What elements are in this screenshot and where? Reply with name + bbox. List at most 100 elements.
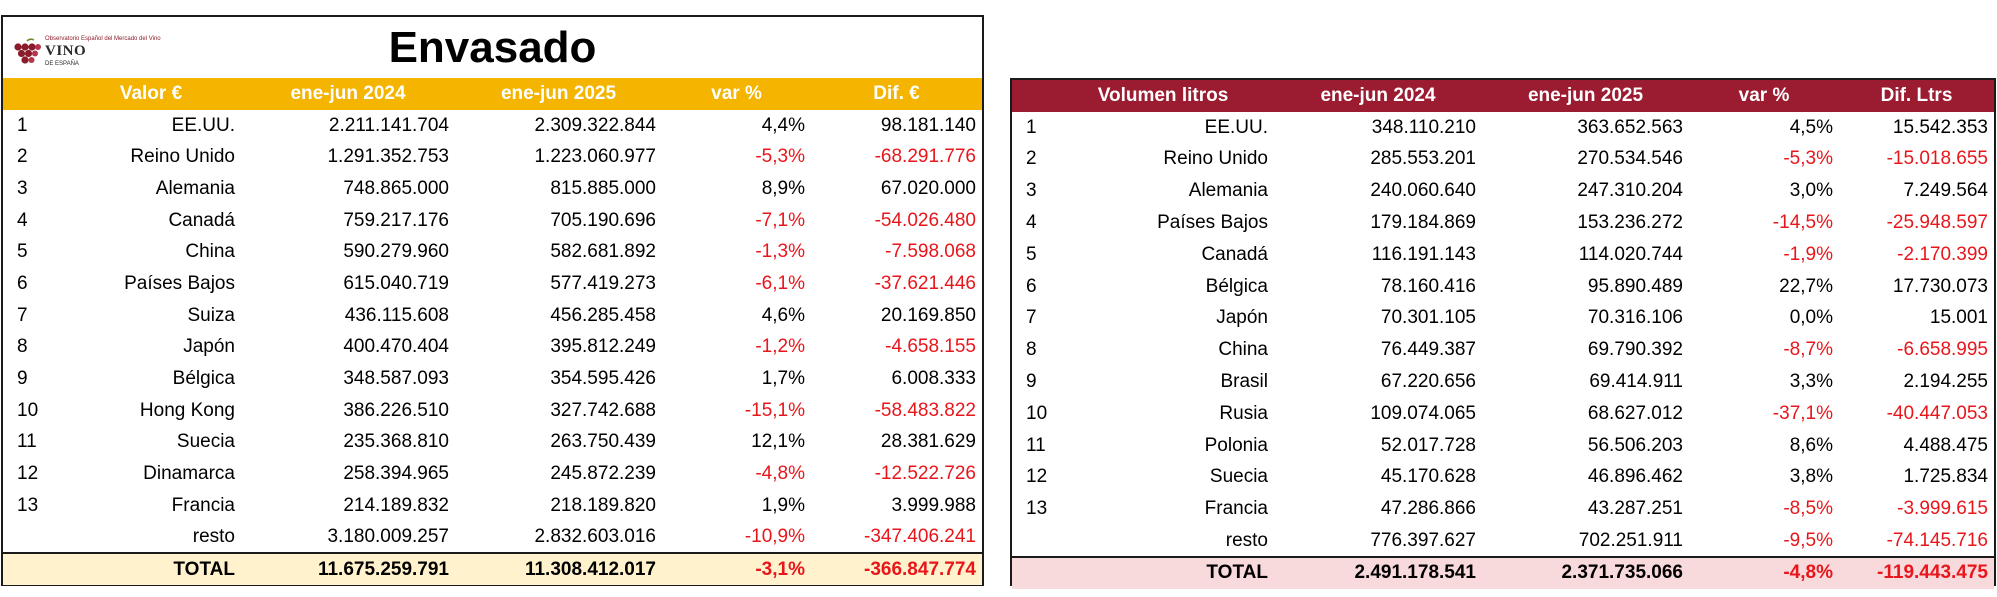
volumen-cell-var-pct: -8,5% [1783,498,1833,520]
valor-cell-country: Francia [171,494,235,516]
valor-total-2025: 11.308.412.017 [455,552,662,585]
volumen-cell-var-pct: -5,3% [1783,148,1833,170]
valor-header-2024: ene-jun 2024 [290,82,406,104]
valor-cell-var-pct: -10,9% [744,525,805,547]
volumen-cell-var-pct: 3,3% [1789,371,1833,393]
table-row: 3 Alemania 240.060.640 247.310.204 3,0% 7.249… [1012,175,1994,207]
valor-cell-var-pct: -4,8% [755,463,805,485]
valor-cell-var-pct: -5,3% [755,146,805,168]
table-row: 8 China 76.449.387 69.790.392 -8,7% -6.658.99… [1012,334,1994,366]
valor-cell-rank: 1 [17,114,28,136]
valor-cell-country: China [185,241,235,263]
valor-cell-value-2024: 748.865.000 [343,177,449,199]
valor-cell-value-2024: 1.291.352.753 [327,146,449,168]
volumen-cell-value-2025: 270.534.546 [1577,148,1683,170]
table-row: 11 Suecia 235.368.810 263.750.439 12,1% 28.38… [3,427,982,459]
table-row: 9 Bélgica 348.587.093 354.595.426 1,7% 6.008.… [3,363,982,395]
volumen-cell-var-pct: -1,9% [1783,243,1833,265]
volumen-cell-country: Rusia [1219,402,1268,424]
valor-cell-rank: 6 [17,272,28,294]
volumen-cell-rank: 5 [1026,243,1037,265]
valor-cell-difference: -37.621.446 [874,272,976,294]
valor-header-2025: ene-jun 2025 [500,82,617,104]
valor-cell-rank: 13 [17,494,39,516]
valor-cell-value-2024: 348.587.093 [343,368,449,390]
valor-cell-var-pct: 4,4% [761,114,805,136]
table-row: 12 Dinamarca 258.394.965 245.872.239 -4,8% -1… [3,458,982,490]
volumen-cell-var-pct: 8,6% [1789,434,1833,456]
volumen-cell-value-2025: 43.287.251 [1587,498,1683,520]
volumen-cell-difference: -25.948.597 [1886,212,1988,234]
valor-cell-value-2025: 2.309.322.844 [534,114,656,136]
table-row: resto 3.180.009.257 2.832.603.016 -10,9% -34… [3,522,982,554]
table-row: 2 Reino Unido 1.291.352.753 1.223.060.977 -5… [3,141,982,173]
volumen-cell-difference: -15.018.655 [1886,148,1988,170]
valor-cell-country: resto [192,525,235,547]
valor-cell-value-2025: 705.190.696 [550,209,656,231]
table-row: 9 Brasil 67.220.656 69.414.911 3,3% 2.194.255 [1012,366,1994,398]
valor-body: 1 EE.UU. 2.211.141.704 2.309.322.844 4,4% 98.… [3,110,982,554]
valor-cell-rank: 7 [17,304,28,326]
valor-cell-value-2024: 258.394.965 [343,463,449,485]
valor-cell-rank: 3 [17,177,28,199]
volumen-cell-country: Suecia [1209,466,1268,488]
volumen-cell-country: Francia [1204,498,1268,520]
volumen-cell-value-2024: 52.017.728 [1380,434,1476,456]
valor-cell-var-pct: 8,9% [761,177,805,199]
volumen-cell-rank: 1 [1026,116,1037,138]
valor-cell-difference: -12.522.726 [874,463,976,485]
valor-panel: Observatorio Español del Mercado del Vin… [1,15,984,586]
valor-cell-var-pct: -7,1% [755,209,805,231]
table-row: 4 Canadá 759.217.176 705.190.696 -7,1% -54.02… [3,205,982,237]
volumen-cell-var-pct: -37,1% [1772,402,1833,424]
table-row: 10 Hong Kong 386.226.510 327.742.688 -15,1% -… [3,395,982,427]
page-title: Envasado [388,23,597,72]
valor-cell-rank: 2 [17,146,28,168]
vino-de-espana-logo: Observatorio Español del Mercado del Vin… [12,32,161,72]
table-row: 12 Suecia 45.170.628 46.896.462 3,8% 1.725.83… [1012,462,1994,494]
valor-header-var: var % [711,82,762,104]
volumen-cell-value-2024: 116.191.143 [1371,243,1476,265]
volumen-cell-country: EE.UU. [1204,116,1268,138]
valor-cell-difference: 67.020.000 [880,177,976,199]
valor-cell-country: Reino Unido [130,146,235,168]
valor-cell-value-2025: 263.750.439 [550,431,656,453]
volumen-cell-rank: 9 [1026,371,1037,393]
valor-cell-country: Suiza [187,304,235,326]
valor-cell-value-2024: 3.180.009.257 [327,525,449,547]
valor-cell-value-2024: 235.368.810 [343,431,449,453]
valor-cell-value-2025: 582.681.892 [550,241,656,263]
volumen-cell-difference: -6.658.995 [1897,339,1988,361]
volumen-cell-value-2025: 56.506.203 [1587,434,1683,456]
table-row: 11 Polonia 52.017.728 56.506.203 8,6% 4.488.4… [1012,430,1994,462]
table-row: 13 Francia 214.189.832 218.189.820 1,9% 3.999… [3,490,982,522]
valor-table: Valor € ene-jun 2024 ene-jun 2025 var % … [3,78,982,585]
valor-cell-difference: 98.181.140 [880,114,976,136]
volumen-cell-value-2024: 240.060.640 [1370,180,1476,202]
table-row: 5 Canadá 116.191.143 114.020.744 -1,9% -2.170… [1012,239,1994,271]
valor-cell-country: Suecia [176,431,235,453]
valor-header-rank [3,78,61,110]
table-row: 6 Países Bajos 615.040.719 577.419.273 -6,1%… [3,268,982,300]
valor-cell-rank: 10 [17,399,39,421]
valor-cell-value-2025: 327.742.688 [550,399,656,421]
valor-header-dif: Dif. € [873,82,920,104]
volumen-cell-rank: 12 [1026,466,1048,488]
volumen-total-2024: 2.491.178.541 [1274,555,1482,589]
volumen-cell-value-2024: 47.286.866 [1380,498,1476,520]
valor-cell-rank: 8 [17,336,28,358]
valor-cell-difference: 28.381.629 [880,431,976,453]
volumen-cell-rank: 2 [1026,148,1037,170]
valor-cell-difference: -58.483.822 [874,399,976,421]
volumen-cell-rank: 8 [1026,339,1037,361]
valor-cell-var-pct: 1,7% [761,368,805,390]
volumen-cell-value-2025: 247.310.204 [1577,180,1683,202]
table-row: 4 Países Bajos 179.184.869 153.236.272 -14,5… [1012,207,1994,239]
volumen-cell-difference: -2.170.399 [1897,243,1988,265]
valor-cell-var-pct: -15,1% [744,399,805,421]
volumen-table: Volumen litros ene-jun 2024 ene-jun 2025… [1012,80,1994,589]
volumen-cell-country: Alemania [1188,180,1268,202]
volumen-header-dif: Dif. Ltrs [1880,84,1953,106]
volumen-cell-value-2025: 68.627.012 [1587,402,1683,424]
table-row: 8 Japón 400.470.404 395.812.249 -1,2% -4.658.… [3,332,982,364]
